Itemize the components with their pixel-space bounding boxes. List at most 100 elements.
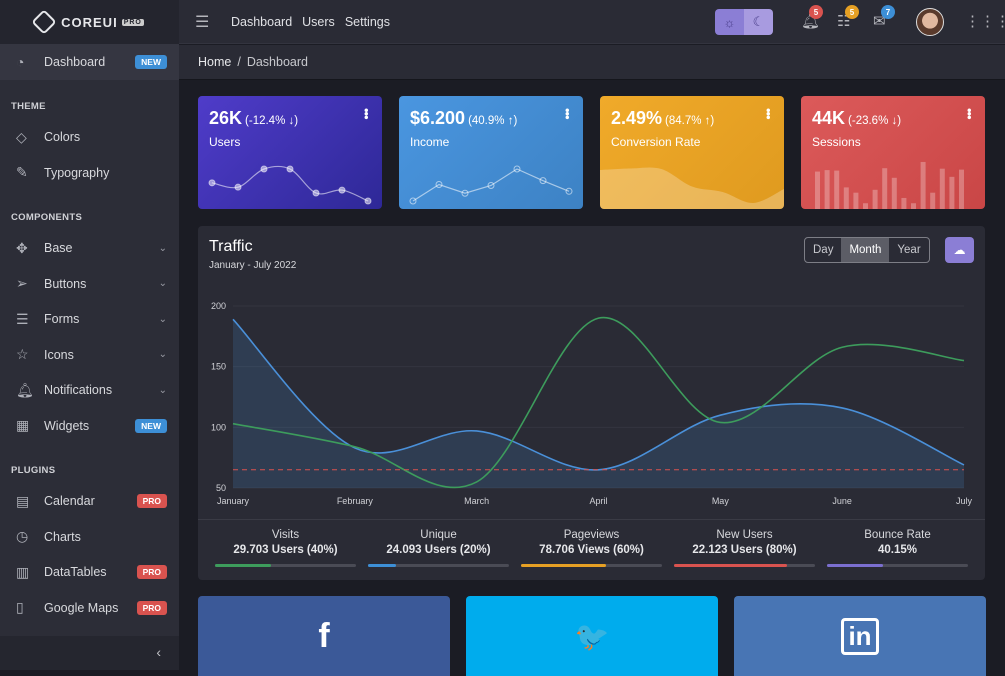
range-year[interactable]: Year <box>897 244 921 256</box>
more-options-icon[interactable]: ••• <box>761 108 776 119</box>
sparkline-point <box>338 186 346 194</box>
sidebar-item-datatables[interactable]: ▥ DataTables PRO <box>0 555 179 591</box>
x-tick-label: May <box>712 496 730 506</box>
facebook-card[interactable]: f <box>198 596 450 676</box>
chevron-down-icon: ⌄ <box>158 242 167 254</box>
sun-icon[interactable]: ☼ <box>715 9 744 35</box>
sidebar-item-google-maps[interactable]: ▯ Google Maps PRO <box>0 590 179 626</box>
sparkline-point <box>487 181 495 189</box>
sidebar-item-buttons[interactable]: ➢ Buttons ⌄ <box>0 266 179 302</box>
stat-unique: Unique 24.093 Users (20%) <box>362 520 515 580</box>
sparkline-point <box>565 187 573 195</box>
more-options-icon[interactable]: ••• <box>359 108 374 119</box>
sparkline-bar <box>891 177 897 209</box>
chevron-down-icon: ⌄ <box>158 349 167 361</box>
progress-bar <box>521 564 662 567</box>
card-subtitle: January - July 2022 <box>209 260 297 271</box>
sparkline-line <box>412 168 570 202</box>
stat-value: 24.093 Users (20%) <box>386 544 491 556</box>
stat-bounce-rate: Bounce Rate 40.15% <box>821 520 974 580</box>
range-month[interactable]: Month <box>841 238 890 262</box>
sidebar-item-colors[interactable]: ◇ Colors <box>0 120 179 156</box>
sparkline-area <box>600 167 784 209</box>
traffic-card: 50 100 150 200 January February March April May J… <box>198 226 985 580</box>
label: Dashboard <box>44 54 106 69</box>
sidebar-item-forms[interactable]: ☰ Forms ⌄ <box>0 302 179 338</box>
x-tick-label: March <box>464 496 489 506</box>
sparkline-bar <box>939 168 945 209</box>
nav-settings[interactable]: Settings <box>344 14 390 29</box>
widget-sessions: 44K (-23.6% ↓) Sessions ••• <box>801 96 985 209</box>
new-badge: NEW <box>135 54 167 69</box>
x-tick-label: February <box>337 496 374 506</box>
progress-bar <box>368 564 509 567</box>
widget-conversion-rate: 2.49% (84.7% ↑) Conversion Rate ••• <box>600 96 784 209</box>
sidebar-item-dashboard[interactable]: ◔ Dashboard NEW <box>0 44 179 80</box>
y-tick-label: 50 <box>216 483 226 493</box>
label: Notifications <box>44 383 113 398</box>
traffic-chart: 50 100 150 200 January February March April May J… <box>211 301 973 506</box>
sidebar-item-typography[interactable]: ✎ Typography <box>0 155 179 191</box>
notes-icon: ☰ <box>16 310 29 327</box>
pro-badge: PRO <box>136 565 167 580</box>
nav-dashboard[interactable]: Dashboard <box>231 14 293 29</box>
sidebar-toggler[interactable]: ‹ <box>0 636 179 670</box>
progress-fill <box>674 564 787 567</box>
x-tick-label: July <box>956 496 973 506</box>
envelope-open-icon[interactable]: ✉ 7 <box>873 5 895 30</box>
sidebar-item-calendar[interactable]: ▤ Calendar PRO <box>0 484 179 520</box>
nav-users[interactable]: Users <box>302 14 335 29</box>
sparkline-bar <box>834 170 840 209</box>
sidebar-item-charts[interactable]: ◷ Charts <box>0 519 179 555</box>
puzzle-icon: ✥ <box>16 239 28 256</box>
menu-icon[interactable]: ☰ <box>195 13 210 31</box>
label: Calendar <box>44 494 95 509</box>
brand-logo[interactable]: COREUI PRO <box>0 0 179 44</box>
chevron-down-icon: ⌄ <box>158 278 167 290</box>
sidebar-item-icons[interactable]: ☆ Icons ⌄ <box>0 337 179 373</box>
widget-value: $6.200 <box>410 108 466 128</box>
sidebar-item-notifications[interactable]: 🔔︎ Notifications ⌄ <box>0 373 179 409</box>
moon-icon[interactable]: ☾ <box>744 9 773 35</box>
widget-users: 26K (-12.4% ↓) Users ••• <box>198 96 382 209</box>
speedometer-icon: ◔ <box>16 53 25 70</box>
apps-grid-icon[interactable]: ⋮⋮⋮ <box>965 13 1005 30</box>
sparkline-point <box>208 179 216 187</box>
cloud-download-icon: ☁ <box>953 243 966 257</box>
brand-name: COREUI <box>61 14 118 30</box>
y-tick-label: 150 <box>211 362 226 372</box>
range-day[interactable]: Day <box>813 244 834 256</box>
map-icon: ▯ <box>16 599 24 616</box>
sparkline-point <box>234 183 242 191</box>
facebook-icon: f <box>318 616 330 655</box>
spreadsheet-icon: ▥ <box>16 563 30 580</box>
x-tick-label: April <box>589 496 607 506</box>
linkedin-card[interactable]: in <box>734 596 986 676</box>
breadcrumb: Home / Dashboard <box>179 45 1005 80</box>
label: Forms <box>44 312 80 327</box>
label: Google Maps <box>44 600 119 615</box>
bell-icon[interactable]: 🔔︎ 5 <box>801 5 823 30</box>
more-options-icon[interactable]: ••• <box>560 108 575 119</box>
more-options-icon[interactable]: ••• <box>962 108 977 119</box>
sidebar-item-base[interactable]: ✥ Base ⌄ <box>0 231 179 267</box>
list-icon[interactable]: ☷ 5 <box>837 5 859 30</box>
label: Widgets <box>44 418 90 433</box>
x-tick-label: January <box>217 496 250 506</box>
traffic-stats: Visits 29.703 Users (40%) Unique 24.093 Us… <box>198 519 985 580</box>
sidebar-item-widgets[interactable]: ▦ Widgets NEW <box>0 408 179 444</box>
widget-value: 26K <box>209 108 243 128</box>
progress-bar <box>827 564 968 567</box>
series-line-1 <box>232 316 965 489</box>
stat-value: 40.15% <box>877 544 917 556</box>
pro-badge: PRO <box>136 494 167 509</box>
twitter-card[interactable]: 🐦 <box>466 596 718 676</box>
download-button[interactable]: ☁ <box>945 237 974 263</box>
sparkline-bar <box>863 203 868 209</box>
avatar[interactable] <box>916 8 944 36</box>
stat-label: Bounce Rate <box>864 529 931 541</box>
breadcrumb-home[interactable]: Home <box>198 55 232 69</box>
drop-icon: ◇ <box>16 128 27 145</box>
progress-bar <box>215 564 356 567</box>
range-selector: Day Month Year <box>804 237 930 263</box>
